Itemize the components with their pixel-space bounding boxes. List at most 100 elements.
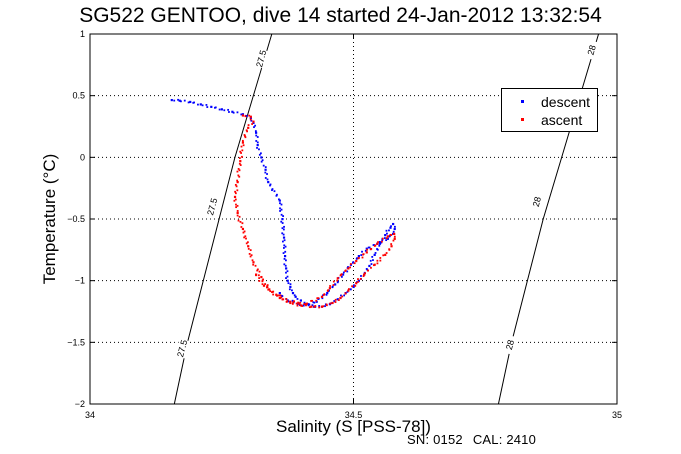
ascent-sample xyxy=(236,210,239,212)
ascent-sample xyxy=(249,249,252,252)
ascent-sample xyxy=(244,136,247,139)
descent-point xyxy=(302,304,305,307)
ascent-sample xyxy=(334,301,337,303)
legend-label-descent: descent xyxy=(541,94,591,110)
ascent-sample xyxy=(269,290,272,293)
ascent-sample xyxy=(364,272,366,275)
descent-point xyxy=(260,156,263,159)
descent-sample xyxy=(385,239,388,242)
descent-sample xyxy=(173,99,176,102)
ascent-sample xyxy=(240,152,242,154)
ascent-sample xyxy=(236,189,239,192)
ascent-sample xyxy=(251,123,254,125)
x-axis-label: Salinity (S [PSS-78]) xyxy=(276,417,431,436)
ascent-sample xyxy=(359,277,362,280)
ascent-point xyxy=(252,120,255,123)
ascent-sample xyxy=(264,283,267,285)
ascent-sample xyxy=(362,253,364,256)
descent-sample xyxy=(282,233,285,236)
ascent-sample xyxy=(370,266,372,269)
descent-sample xyxy=(372,259,374,262)
descent-sample xyxy=(356,281,358,284)
descent-sample xyxy=(343,294,346,297)
ascent-sample xyxy=(381,240,383,243)
legend-marker-descent xyxy=(521,100,524,103)
ascent-sample xyxy=(361,256,364,259)
ascent-sample xyxy=(234,183,237,186)
isopycnal-label-bg xyxy=(254,48,269,69)
x-tick-label: 34.5 xyxy=(345,410,363,420)
ascent-point xyxy=(289,301,292,305)
ascent-sample xyxy=(291,302,294,305)
ascent-sample xyxy=(379,259,382,262)
ascent-sample xyxy=(248,114,251,117)
ascent-sample xyxy=(279,294,282,297)
descent-point xyxy=(392,222,395,226)
descent-sample xyxy=(371,255,374,258)
descent-sample xyxy=(266,178,269,181)
ascent-sample xyxy=(266,284,269,286)
descent-sample xyxy=(291,299,294,302)
y-tick-label: −1 xyxy=(75,276,85,286)
descent-point xyxy=(264,168,267,171)
ascent-sample xyxy=(236,214,239,217)
ascent-sample xyxy=(337,299,340,301)
descent-point xyxy=(386,237,389,240)
descent-sample xyxy=(256,136,259,138)
descent-sample xyxy=(284,264,287,267)
ascent-sample xyxy=(303,303,306,306)
descent-sample xyxy=(360,254,363,256)
ascent-sample xyxy=(379,257,382,259)
ascent-sample xyxy=(235,206,238,209)
descent-sample xyxy=(284,250,287,253)
ascent-sample xyxy=(393,235,396,238)
ascent-series xyxy=(233,114,396,309)
descent-sample xyxy=(240,113,243,116)
ascent-point xyxy=(355,259,358,263)
ascent-sample xyxy=(235,203,237,206)
ascent-sample xyxy=(241,222,244,225)
descent-sample xyxy=(324,305,326,308)
y-axis-label: Temperature (°C) xyxy=(40,153,59,285)
descent-point xyxy=(315,300,318,303)
descent-sample xyxy=(269,184,271,187)
descent-sample xyxy=(289,283,292,286)
ascent-point xyxy=(239,160,242,163)
isopycnal-label: 28 xyxy=(504,339,516,351)
descent-sample xyxy=(187,101,190,104)
descent-sample xyxy=(321,297,324,300)
descent-point xyxy=(178,99,181,102)
ascent-sample xyxy=(318,306,321,309)
descent-point xyxy=(373,253,376,256)
ascent-sample xyxy=(236,170,239,173)
isopycnal-label: 28 xyxy=(586,44,598,56)
descent-sample xyxy=(342,271,345,274)
ascent-sample xyxy=(246,130,248,133)
serial-number: SN: 0152 xyxy=(407,432,463,447)
ascent-sample xyxy=(353,262,356,265)
descent-sample xyxy=(385,229,388,232)
ascent-sample xyxy=(250,254,253,257)
descent-sample xyxy=(307,304,310,307)
descent-sample xyxy=(260,160,263,163)
y-tick-label: 0.5 xyxy=(72,91,85,101)
descent-sample xyxy=(281,240,284,243)
ascent-sample xyxy=(339,274,342,277)
ascent-sample xyxy=(334,298,337,301)
ascent-sample xyxy=(285,298,288,300)
ascent-sample xyxy=(293,300,295,303)
ascent-sample xyxy=(357,257,360,260)
ascent-point xyxy=(262,284,266,287)
ascent-sample xyxy=(349,263,352,265)
ascent-sample xyxy=(234,190,237,193)
descent-sample xyxy=(228,111,230,113)
ascent-sample xyxy=(314,305,317,307)
descent-sample xyxy=(333,300,336,303)
ascent-sample xyxy=(241,139,244,142)
descent-sample xyxy=(381,239,384,242)
ascent-sample xyxy=(390,243,393,245)
descent-sample xyxy=(368,246,371,249)
ascent-sample xyxy=(242,231,245,234)
descent-sample xyxy=(349,288,352,291)
ascent-point xyxy=(393,237,396,240)
